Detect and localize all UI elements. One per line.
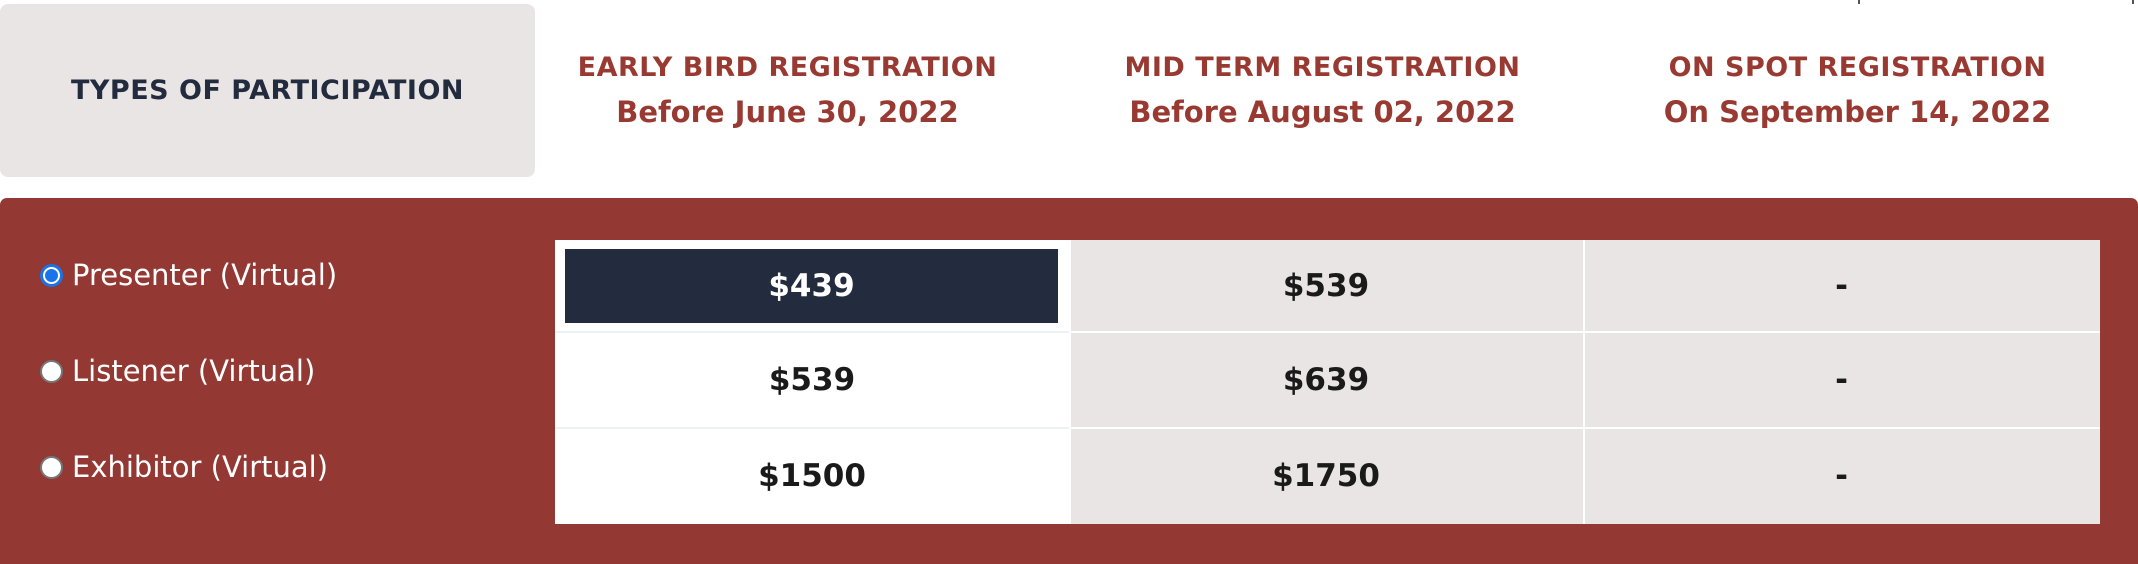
- grid-divider: [1583, 240, 1585, 524]
- listener-radio[interactable]: [40, 359, 63, 383]
- presenter-label: Presenter (Virtual): [72, 258, 338, 292]
- early-bird-title: EARLY BIRD REGISTRATION: [577, 52, 998, 83]
- types-of-participation-header: TYPES OF PARTICIPATION: [0, 4, 535, 177]
- types-of-participation-label: TYPES OF PARTICIPATION: [70, 75, 465, 106]
- on-spot-date: On September 14, 2022: [1663, 95, 2052, 129]
- option-presenter-virtual[interactable]: Presenter (Virtual): [40, 258, 337, 292]
- exhibitor-label: Exhibitor (Virtual): [72, 450, 329, 484]
- on-spot-column-header: ON SPOT REGISTRATION On September 14, 20…: [1600, 48, 2115, 136]
- price-cell-exhibitor-early-bird[interactable]: $1500: [555, 428, 1069, 524]
- early-bird-column-header: EARLY BIRD REGISTRATION Before June 30, …: [530, 48, 1045, 136]
- price-cell-presenter-mid-term[interactable]: $539: [1282, 268, 1370, 304]
- mid-term-column-header: MID TERM REGISTRATION Before August 02, …: [1065, 48, 1580, 136]
- grid-divider: [555, 427, 1069, 429]
- price-cell-listener-early-bird[interactable]: $539: [555, 332, 1069, 428]
- price-cell-listener-on-spot: -: [1835, 362, 1848, 398]
- corner-mark: [1858, 0, 1860, 4]
- price-cell-presenter-on-spot: -: [1835, 268, 1848, 304]
- grid-divider: [555, 331, 1069, 333]
- on-spot-title: ON SPOT REGISTRATION: [1668, 52, 2047, 83]
- price-cell-listener-mid-term[interactable]: $639: [1282, 362, 1370, 398]
- listener-label: Listener (Virtual): [72, 354, 316, 388]
- option-listener-virtual[interactable]: Listener (Virtual): [40, 354, 315, 388]
- selected-price[interactable]: $439: [565, 249, 1058, 323]
- price-cell-exhibitor-mid-term[interactable]: $1750: [1272, 458, 1380, 494]
- mid-term-deadline: Before August 02, 2022: [1129, 95, 1516, 129]
- presenter-radio[interactable]: [40, 263, 63, 287]
- grid-divider: [1069, 240, 1071, 524]
- corner-mark: [2132, 0, 2134, 4]
- price-cell-presenter-early-bird[interactable]: $439: [555, 240, 1069, 332]
- mid-term-title: MID TERM REGISTRATION: [1124, 52, 1521, 83]
- grid-divider: [1069, 331, 2100, 333]
- grid-divider: [1069, 427, 2100, 429]
- price-cell-exhibitor-on-spot: -: [1835, 458, 1848, 494]
- option-exhibitor-virtual[interactable]: Exhibitor (Virtual): [40, 450, 328, 484]
- exhibitor-radio[interactable]: [40, 455, 63, 479]
- price-table: $439 $539 - $539 $639 - $1500 $1750 -: [555, 240, 2100, 524]
- early-bird-deadline: Before June 30, 2022: [616, 95, 959, 129]
